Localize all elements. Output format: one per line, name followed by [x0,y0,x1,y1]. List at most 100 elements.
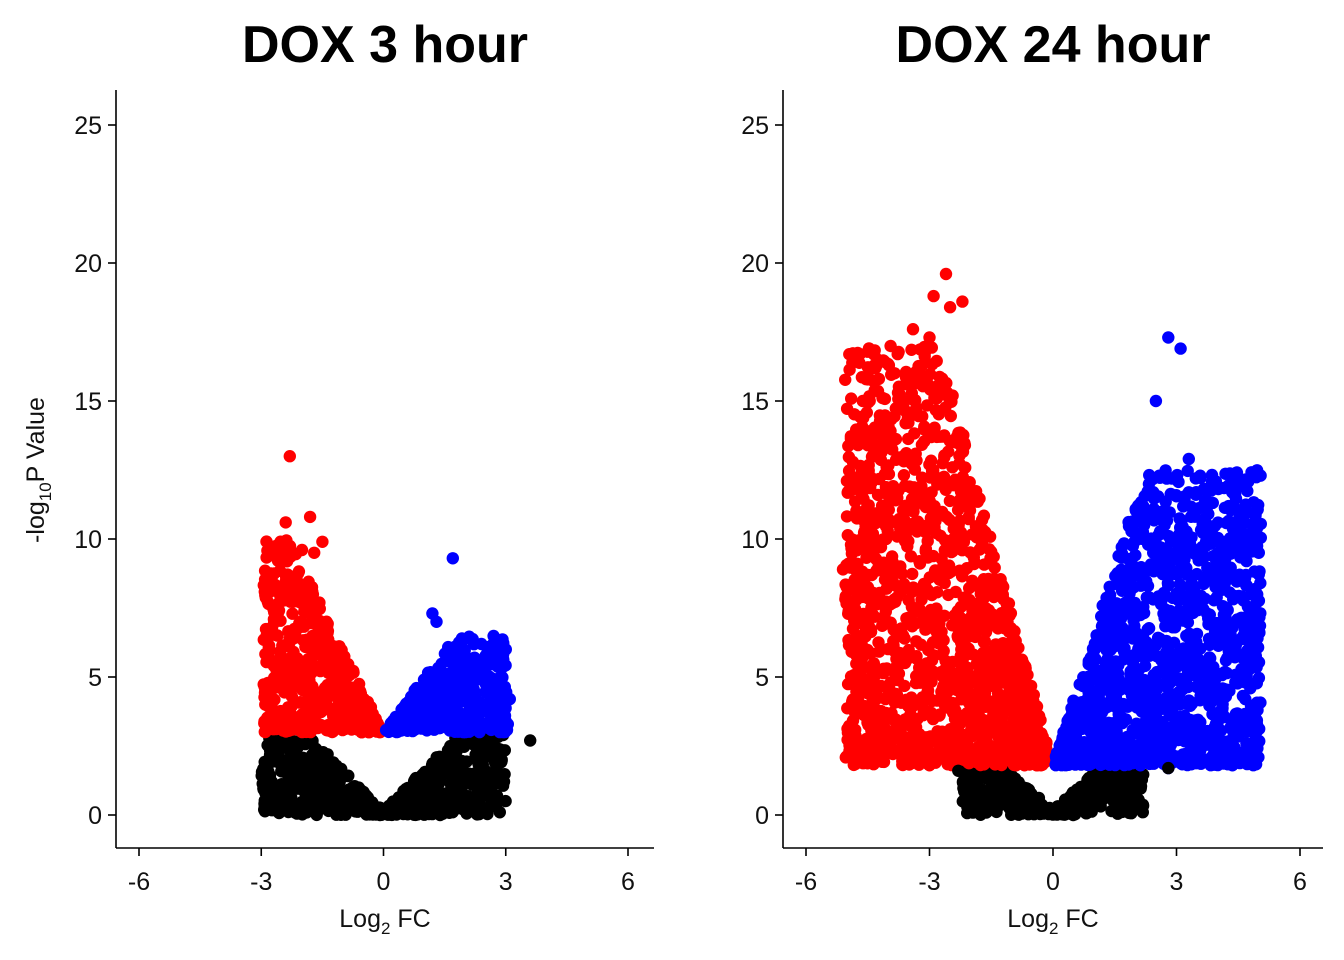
point-ns [1075,791,1089,805]
point-up [1240,505,1253,518]
point-up [1213,705,1227,718]
point-up [1219,467,1232,480]
point-up [1123,586,1136,600]
point-ns [463,775,476,789]
point-up [1217,481,1231,495]
point-down [283,450,296,463]
point-down [963,593,976,607]
point-down [909,447,922,460]
point-up [425,720,438,734]
point-up [1205,468,1219,482]
point-down [949,473,962,486]
point-ns [300,806,313,819]
point-ns [260,758,273,771]
point-ns [1162,761,1175,775]
point-down [840,510,854,523]
point-up [458,644,471,657]
point-ns [971,771,984,785]
point-ns [474,744,487,757]
point-down [942,701,955,714]
point-down [874,679,888,693]
point-down [968,556,981,569]
point-down [951,503,965,517]
point-up [1160,634,1173,648]
point-down [929,470,942,484]
point-down [995,578,1009,592]
point-down [996,637,1010,650]
point-ns [1095,776,1108,789]
point-up [1152,732,1165,745]
x-ticks: -6 -3 0 3 6 [795,848,1307,896]
point-down [921,675,934,689]
point-up [1170,587,1183,601]
point-up [389,710,402,724]
point-down [990,753,1003,767]
point-down [958,461,971,474]
point-down [905,343,918,356]
point-down [271,629,284,642]
point-down [334,713,347,727]
point-down [959,693,972,706]
point-down [910,515,924,528]
point-down [933,709,946,722]
point-down [879,532,893,546]
point-up [1180,561,1193,575]
y-tick-label: 10 [74,526,102,554]
point-up [1122,605,1135,618]
point-up [1253,565,1266,578]
point-ns [265,743,278,756]
point-up [499,643,512,656]
y-axis-label: -log10P Value [22,397,55,543]
point-up [1250,725,1264,738]
point-down [854,741,868,755]
point-up [1189,472,1203,485]
point-up [1181,667,1195,680]
point-down [885,706,898,720]
point-down [914,638,928,651]
point-ns [499,794,512,808]
point-down [898,448,912,461]
point-up [1227,487,1241,500]
point-up [1174,342,1187,355]
point-up [1245,586,1259,599]
point-down [899,499,912,512]
point-up [1162,579,1175,592]
point-down [919,666,932,679]
point-up [432,661,445,675]
x-tick-label: 6 [621,868,635,896]
point-down [1019,746,1032,760]
point-down [861,439,874,452]
x-tick-label: 3 [499,868,513,896]
point-down [852,651,865,665]
point-down [857,628,870,641]
point-down [1019,662,1032,675]
point-up [1181,616,1195,629]
point-up [1195,549,1209,562]
point-ns [1069,800,1082,813]
point-down [942,588,955,602]
point-down [924,603,938,617]
point-up [430,615,443,628]
point-down [895,630,909,643]
point-down [942,566,956,580]
point-ns [338,769,352,783]
point-down [853,348,866,361]
point-down [304,616,318,630]
point-up [1081,712,1095,725]
point-down [1003,660,1016,673]
point-down [983,530,997,543]
point-down [861,757,874,770]
point-down [1003,684,1016,697]
point-ns [1018,787,1031,800]
point-down [928,391,941,405]
point-up [427,672,440,686]
point-down [940,376,953,390]
point-down [921,685,934,698]
point-down [942,445,955,458]
point-up [1223,684,1236,698]
point-down [866,600,879,613]
